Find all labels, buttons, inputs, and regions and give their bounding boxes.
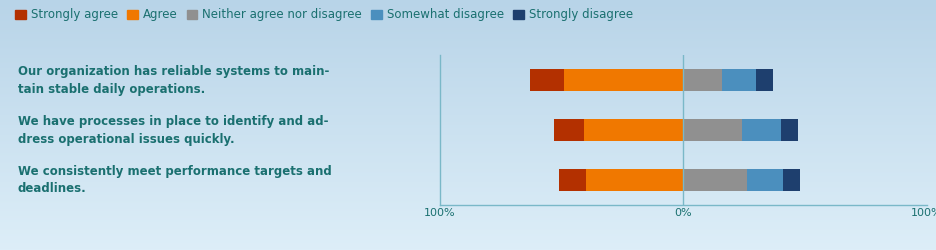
Bar (741, 119, 781, 141)
Bar (723, 69, 756, 91)
Legend: Strongly agree, Agree, Neither agree nor disagree, Somewhat disagree, Strongly d: Strongly agree, Agree, Neither agree nor… (10, 4, 637, 26)
Bar (530, 69, 564, 91)
Bar (583, 119, 683, 141)
Bar (554, 119, 583, 141)
Bar (683, 169, 747, 191)
Bar (683, 69, 723, 91)
Text: We have processes in place to identify and ad-
dress operational issues quickly.: We have processes in place to identify a… (18, 114, 329, 146)
Bar (586, 169, 683, 191)
Bar (783, 169, 800, 191)
Bar (747, 169, 783, 191)
Text: Our organization has reliable systems to main-
tain stable daily operations.: Our organization has reliable systems to… (18, 64, 329, 96)
Bar (683, 119, 741, 141)
Bar (559, 169, 586, 191)
Bar (756, 69, 773, 91)
Bar (781, 119, 797, 141)
Text: We consistently meet performance targets and
deadlines.: We consistently meet performance targets… (18, 164, 331, 196)
Bar (564, 69, 683, 91)
